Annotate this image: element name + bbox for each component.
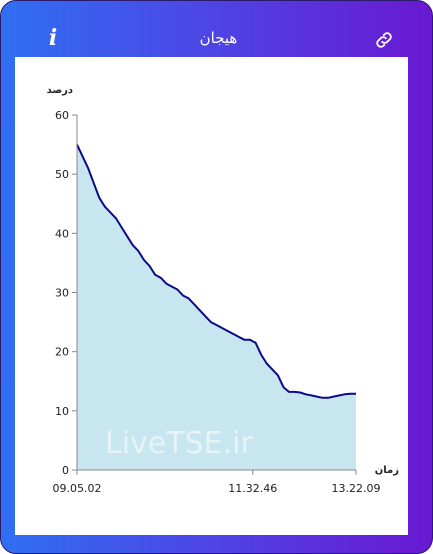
- y-tick-label: 0: [62, 464, 69, 477]
- y-tick-label: 10: [55, 405, 69, 418]
- x-tick-label: 13.22.09: [332, 482, 381, 495]
- y-tick-label: 40: [55, 227, 69, 240]
- x-tick-label: 11.32.46: [228, 482, 277, 495]
- y-tick-label: 60: [55, 109, 69, 122]
- y-tick-label: 30: [55, 287, 69, 300]
- chart: درصد زمان 0 10 20 30 40 50 60 09.05.02 11.32.46 1…: [47, 85, 400, 495]
- series-line: [76, 144, 356, 399]
- series-area: [77, 144, 356, 470]
- y-axis-label: درصد: [47, 85, 73, 96]
- page-title: هیجان: [199, 29, 238, 47]
- x-axis-label: زمان: [375, 465, 399, 476]
- y-tick-label: 20: [55, 346, 69, 359]
- watermark: LiveTSE.ir: [105, 426, 253, 461]
- header-bar: i هیجان: [1, 1, 432, 57]
- link-icon[interactable]: [373, 29, 395, 51]
- y-tick-label: 50: [55, 168, 69, 181]
- x-tick-label: 09.05.02: [53, 482, 102, 495]
- info-icon[interactable]: i: [48, 25, 58, 51]
- chart-panel: درصد زمان 0 10 20 30 40 50 60 09.05.02 11.32.46 1…: [15, 57, 408, 535]
